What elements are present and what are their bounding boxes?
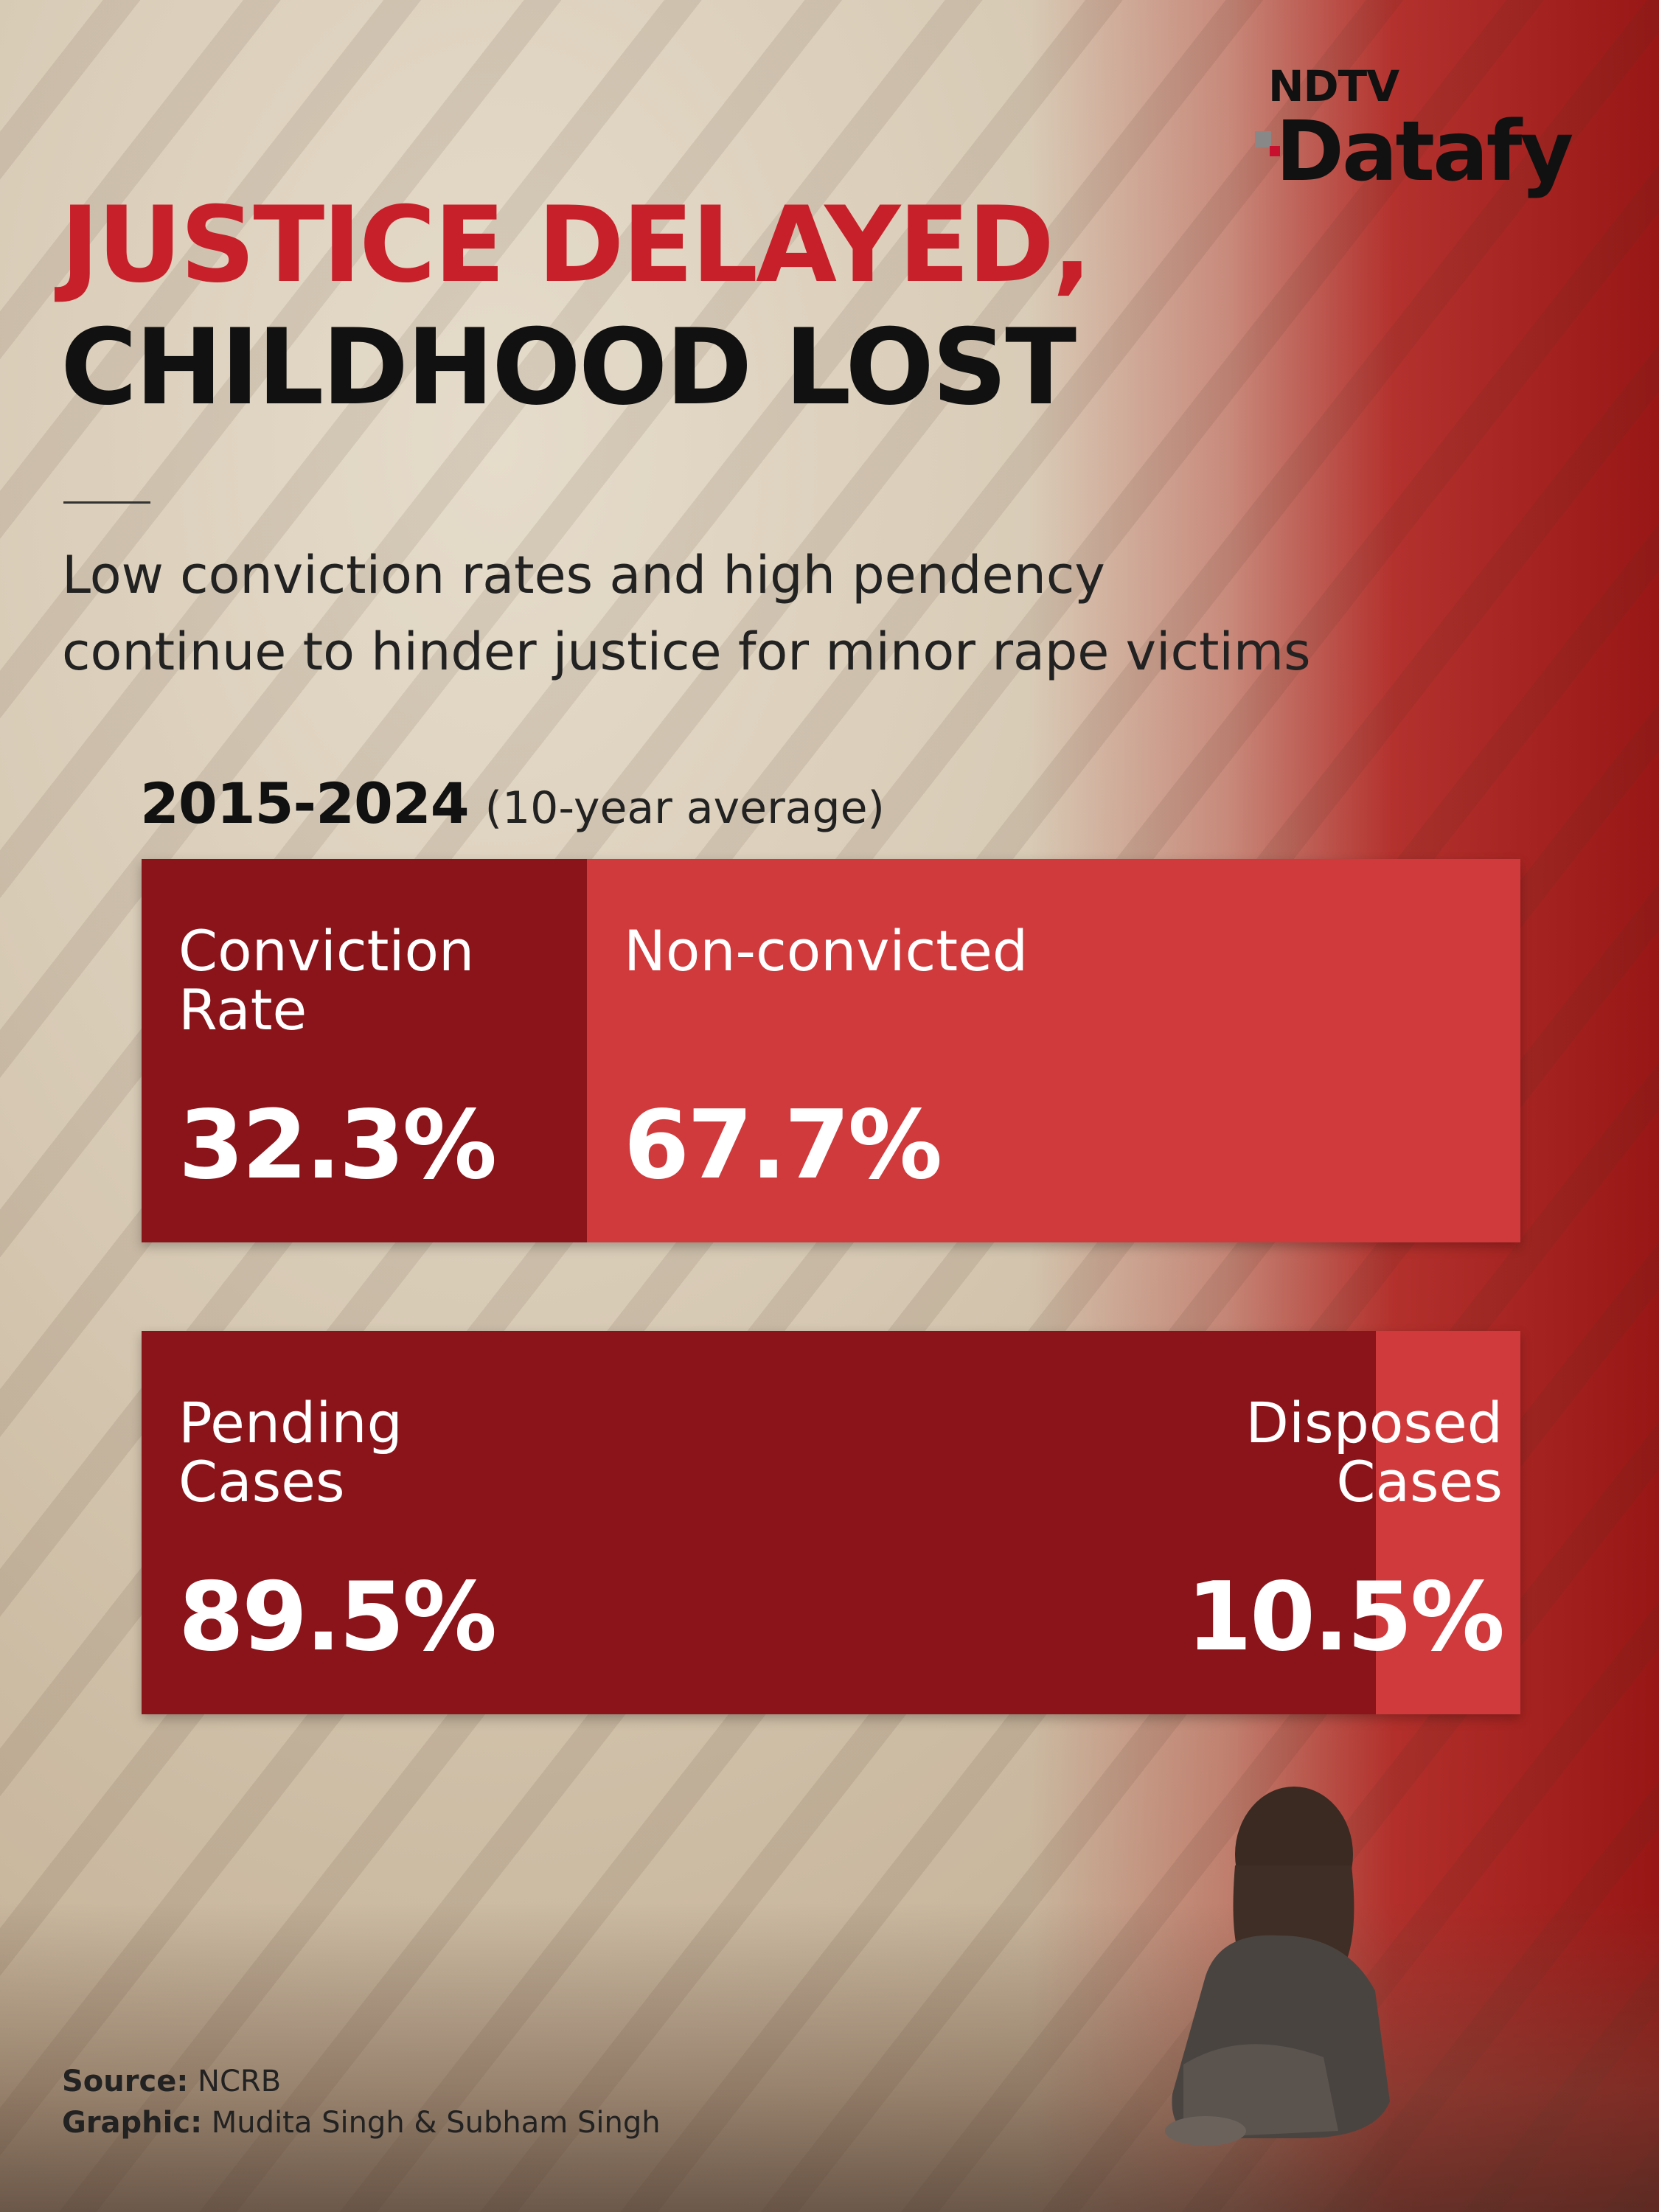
segment-label-line: Non-convicted — [624, 918, 1029, 984]
logo-ndtv-text: NDTV — [1268, 61, 1399, 111]
graphic-value: Mudita Singh & Subham Singh — [211, 2106, 661, 2140]
floor-background — [0, 1902, 1659, 2212]
bar-segment-pending-cases: Pending Cases 89.5% — [142, 1331, 1376, 1714]
segment-label-pending-cases: Pending Cases — [178, 1394, 403, 1512]
pendency-stacked-bar: Pending Cases 89.5% Disposed Cases 10.5% — [142, 1331, 1520, 1714]
footer-credits: Source: NCRB Graphic: Mudita Singh & Sub… — [62, 2061, 661, 2143]
segment-label-line: Cases — [178, 1449, 345, 1514]
subtitle-line-2: continue to hinder justice for minor rap… — [62, 622, 1311, 682]
title-divider — [63, 501, 150, 504]
segment-label-line: Cases — [1336, 1449, 1503, 1514]
source-label: Source: — [62, 2065, 189, 2098]
title-line-1: JUSTICE DELAYED, — [60, 184, 1092, 306]
subtitle-line-1: Low conviction rates and high pendency — [62, 545, 1105, 605]
logo-grey-square — [1255, 131, 1271, 147]
segment-value-non-convicted: 67.7% — [624, 1091, 942, 1200]
period-years: 2015-2024 — [140, 771, 470, 836]
conviction-stacked-bar: Conviction Rate 32.3% Non-convicted 67.7… — [142, 859, 1520, 1242]
segment-label-conviction-rate: Conviction Rate — [178, 922, 474, 1040]
bar-segment-conviction-rate: Conviction Rate 32.3% — [142, 859, 587, 1242]
source-value: NCRB — [198, 2065, 282, 2098]
period-heading: 2015-2024 (10-year average) — [140, 771, 885, 836]
segment-label-line: Rate — [178, 977, 307, 1043]
segment-label-line: Conviction — [178, 918, 475, 984]
segment-label-line: Disposed — [1245, 1390, 1503, 1455]
logo-red-square — [1270, 146, 1280, 156]
footer-graphic: Graphic: Mudita Singh & Subham Singh — [62, 2102, 661, 2143]
subtitle: Low conviction rates and high pendency c… — [62, 537, 1463, 690]
child-silhouette-illustration — [1165, 1787, 1390, 2146]
segment-value-conviction-rate: 32.3% — [178, 1091, 497, 1200]
bar-segment-disposed-cases — [1376, 1331, 1520, 1714]
period-note: (10-year average) — [484, 782, 885, 834]
segment-label-non-convicted: Non-convicted — [624, 922, 1028, 981]
segment-value-pending-cases: 89.5% — [178, 1562, 497, 1672]
graphic-label: Graphic: — [62, 2106, 203, 2140]
segment-label-line: Pending — [178, 1390, 403, 1455]
title-line-2: CHILDHOOD LOST — [60, 307, 1077, 428]
bar-segment-non-convicted: Non-convicted 67.7% — [587, 859, 1520, 1242]
segment-label-disposed-cases: Disposed Cases — [1245, 1394, 1503, 1512]
footer-source: Source: NCRB — [62, 2061, 661, 2102]
segment-value-disposed-cases: 10.5% — [1186, 1562, 1505, 1672]
logo-datafy-text: Datafy — [1276, 104, 1573, 200]
